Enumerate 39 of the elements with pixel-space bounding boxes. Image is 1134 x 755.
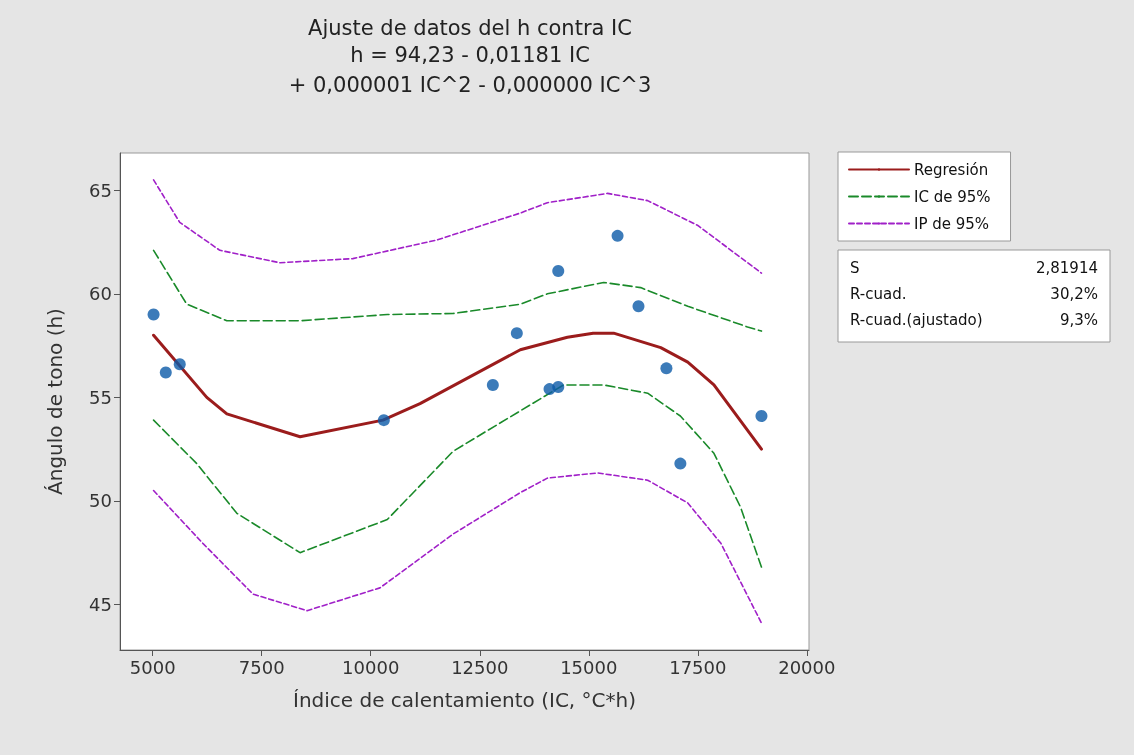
y-axis-title: Ángulo de tono (h) — [43, 308, 67, 495]
x-tick-label: 5000 — [129, 656, 176, 678]
line-series — [152, 179, 763, 274]
legend-label: Regresión — [914, 160, 989, 179]
x-tick-label: 10000 — [342, 656, 400, 678]
y-tick-label: 65 — [89, 179, 112, 201]
point — [552, 265, 565, 278]
x-axis-title: Índice de calentamiento (IC, °C*h) — [292, 688, 637, 712]
y-tick-label: 45 — [89, 593, 112, 615]
y-tick-label: 55 — [89, 386, 112, 408]
text: S 2,81914 — [850, 258, 1098, 277]
x-tick-label: 20000 — [778, 656, 836, 678]
x-tick-label: 15000 — [560, 656, 618, 678]
line-series — [152, 331, 763, 451]
point — [611, 229, 624, 242]
y-tick-label: 60 — [89, 283, 112, 305]
point — [632, 300, 645, 313]
text: R-cuad. 30,2% — [850, 284, 1098, 303]
point — [510, 327, 523, 340]
point — [147, 308, 160, 321]
legend-label: IP de 95% — [914, 214, 990, 233]
line-series — [152, 472, 763, 624]
line-series — [152, 249, 763, 332]
text: R-cuad.(ajustado) 9,3% — [850, 310, 1098, 329]
legend-label: IC de 95% — [914, 187, 991, 206]
y-tick-label: 50 — [89, 490, 112, 512]
point — [377, 414, 390, 427]
x-tick-label: 17500 — [669, 656, 727, 678]
point — [552, 381, 565, 393]
point — [159, 366, 172, 379]
point — [755, 410, 768, 422]
chart-subtitle: h = 94,23 - 0,01181 IC + 0,000001 IC^2 - 0,000000 IC^3 — [288, 43, 652, 97]
point — [660, 362, 673, 375]
point — [486, 378, 499, 391]
point — [173, 358, 186, 371]
point — [674, 457, 687, 470]
x-tick-label: 7500 — [238, 656, 285, 678]
chart-title: Ajuste de datos del h contra IC — [308, 15, 632, 40]
x-tick-label: 12500 — [451, 656, 509, 678]
